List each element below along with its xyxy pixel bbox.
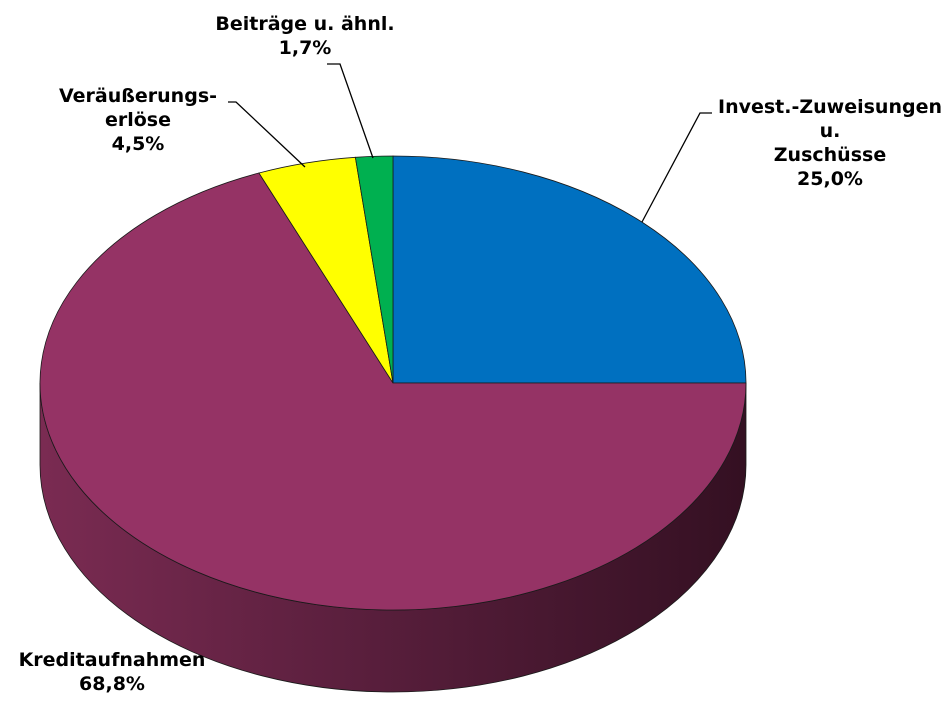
slice-label-line-2-0: Veräußerungs- (59, 85, 217, 107)
slice-label-line-0-1: u. (820, 120, 841, 142)
slice-labels: Invest.-Zuweisungen u. Zuschüsse 25,0% Kredi… (19, 13, 942, 695)
slice-label-line-0-0: Invest.-Zuweisungen (718, 96, 942, 118)
slice-label-3: Beiträge u. ähnl. 1,7% (215, 13, 394, 59)
slice-label-1: Kreditaufnahmen 68,8% (19, 649, 206, 695)
slice-label-2: Veräußerungs-erlöse 4,5% (59, 85, 217, 155)
slice-value-1: 68,8% (79, 673, 145, 695)
slice-value-3: 1,7% (279, 37, 332, 59)
leader-lines (228, 63, 712, 223)
slice-label-line-1-0: Kreditaufnahmen (19, 649, 206, 671)
leader-line-0 (641, 112, 712, 223)
slice-value-2: 4,5% (112, 133, 165, 155)
slice-label-line-0-2: Zuschüsse (774, 144, 886, 166)
pie-slice-3 (354, 155, 394, 384)
leader-line-3 (327, 63, 374, 159)
slice-value-0: 25,0% (797, 168, 863, 190)
pie-slices (39, 155, 747, 611)
pie-slice-1 (39, 172, 747, 611)
slice-label-line-3-0: Beiträge u. ähnl. (215, 13, 394, 35)
leader-line-2 (228, 101, 306, 168)
slice-label-0: Invest.-Zuweisungen u. Zuschüsse 25,0% (718, 96, 942, 190)
pie-slice-0 (392, 155, 747, 384)
slice-label-line-2-1: erlöse (105, 109, 171, 131)
